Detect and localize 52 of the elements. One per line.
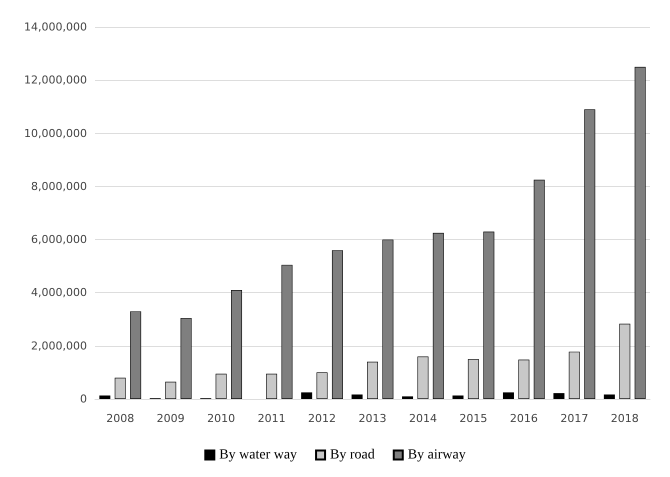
y-tick-label: 8,000,000 xyxy=(31,180,87,193)
y-tick-label: 12,000,000 xyxy=(24,74,87,87)
bar xyxy=(534,180,545,399)
bar xyxy=(352,394,363,399)
x-tick-label: 2017 xyxy=(560,412,588,425)
bar xyxy=(114,378,126,399)
x-tick-label: 2009 xyxy=(156,412,185,425)
legend-label: By airway xyxy=(408,448,466,462)
bar xyxy=(216,374,227,399)
bar xyxy=(432,232,444,399)
bar xyxy=(180,318,192,399)
bar xyxy=(266,374,278,399)
bar xyxy=(568,352,580,399)
bar xyxy=(165,382,176,399)
bar xyxy=(382,240,394,399)
x-tick-label: 2011 xyxy=(258,412,286,425)
bar xyxy=(619,324,630,399)
bar xyxy=(99,396,110,399)
bar xyxy=(553,393,564,399)
bar xyxy=(604,394,615,399)
x-tick-label: 2013 xyxy=(358,412,386,425)
bar xyxy=(417,356,428,399)
x-tick-label: 2012 xyxy=(308,412,336,425)
bar xyxy=(130,311,142,399)
bar xyxy=(332,250,343,399)
legend-label: By water way xyxy=(219,448,298,462)
bar xyxy=(468,359,479,399)
x-tick-label: 2015 xyxy=(459,412,488,425)
legend-label: By road xyxy=(330,448,375,462)
bar xyxy=(518,360,530,399)
bar xyxy=(502,392,514,399)
x-tick-label: 2016 xyxy=(510,412,538,425)
bar xyxy=(281,264,292,399)
y-tick-label: 2,000,000 xyxy=(31,339,87,352)
y-tick-label: 10,000,000 xyxy=(24,126,87,140)
y-tick-label: 0 xyxy=(80,392,87,406)
y-tick-label: 4,000,000 xyxy=(31,286,87,300)
bar xyxy=(483,232,494,399)
x-tick-label: 2010 xyxy=(207,412,236,425)
x-tick-label: 2018 xyxy=(610,412,639,425)
bar xyxy=(634,66,646,399)
bar xyxy=(316,372,328,399)
bar xyxy=(452,396,464,399)
bar xyxy=(402,396,414,399)
y-tick-label: 6,000,000 xyxy=(31,233,87,246)
bar xyxy=(301,392,312,399)
y-tick-label: 14,000,000 xyxy=(24,20,87,34)
x-tick-label: 2008 xyxy=(106,412,134,425)
bar xyxy=(231,290,242,399)
x-tick-label: 2014 xyxy=(408,412,437,425)
bar xyxy=(367,362,378,399)
bar xyxy=(584,109,596,399)
